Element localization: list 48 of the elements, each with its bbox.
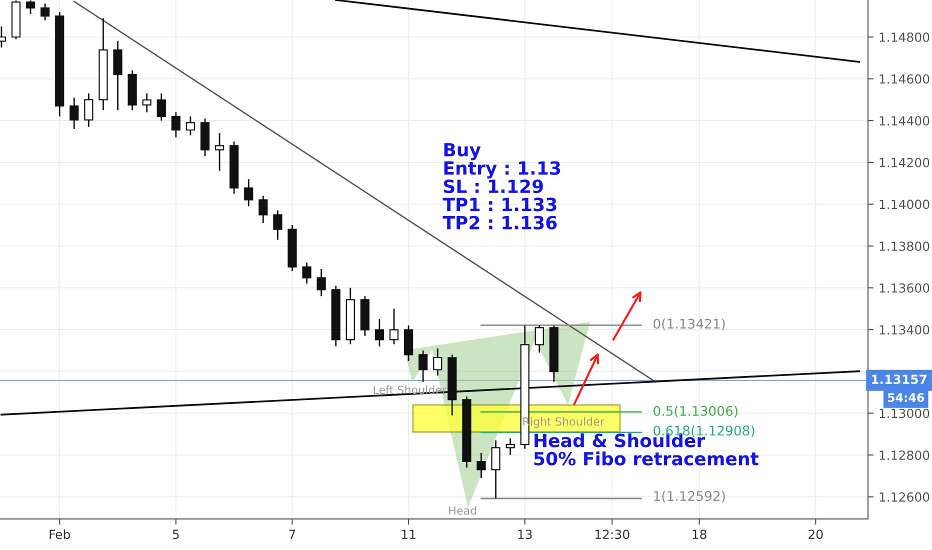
candlestick <box>302 262 312 284</box>
y-tick-label: 1.13000 <box>880 408 930 418</box>
x-tick-label: 13 <box>518 530 532 540</box>
candlestick <box>171 112 180 138</box>
candlestick <box>40 2 50 21</box>
candlestick <box>26 0 36 15</box>
x-tick-label: Feb <box>50 529 70 540</box>
annotation: Head <box>449 506 476 515</box>
candlestick <box>374 318 384 348</box>
y-tick-label: 1.14400 <box>880 116 930 126</box>
candlestick <box>142 92 152 113</box>
candlestick <box>476 452 486 479</box>
x-tick-label: 12:30 <box>595 530 630 540</box>
candlestick <box>186 116 196 136</box>
candlestick <box>491 440 500 500</box>
candlestick <box>84 92 94 128</box>
ref-line-label: 1.13157 <box>872 374 927 384</box>
x-tick-label: 7 <box>289 530 296 539</box>
y-tick-label: 1.12600 <box>880 492 930 502</box>
x-tick-label: 11 <box>402 530 416 539</box>
y-tick-label: 1.13800 <box>880 241 930 251</box>
candlestick <box>418 350 428 383</box>
y-tick-label: 1.13400 <box>880 325 930 335</box>
y-tick-label: 1.14800 <box>880 32 930 42</box>
annotation: 1(1.12592) <box>654 490 725 503</box>
annotation: Buy Entry : 1.13 SL : 1.129 TP1 : 1.133 TP2 : 1.136 <box>442 143 560 230</box>
x-tick-label: 5 <box>172 530 179 540</box>
candlestick <box>506 438 515 456</box>
candlestick <box>258 195 268 224</box>
y-tick-label: 1.14000 <box>880 200 930 210</box>
y-tick-label: 1.12800 <box>880 450 930 460</box>
candlestick <box>156 92 166 122</box>
candlestick <box>70 96 79 130</box>
annotation: 0(1.13421) <box>654 318 725 330</box>
y-tick-label: 1.14200 <box>880 158 930 168</box>
candlestick <box>244 178 254 207</box>
candlestick <box>389 308 399 345</box>
annotation: 0.5(1.13006) <box>654 406 738 418</box>
x-tick-label: 20 <box>808 530 823 540</box>
candlestick <box>273 210 282 240</box>
candlestick <box>316 268 326 297</box>
candlestick <box>534 324 544 354</box>
x-tick-label: 18 <box>692 530 706 540</box>
text: 54:46 <box>888 393 924 402</box>
candlestick <box>214 132 224 172</box>
candlestick <box>433 348 442 376</box>
y-tick-label: 1.14600 <box>880 74 930 84</box>
y-tick-label: 1.13600 <box>880 283 930 293</box>
